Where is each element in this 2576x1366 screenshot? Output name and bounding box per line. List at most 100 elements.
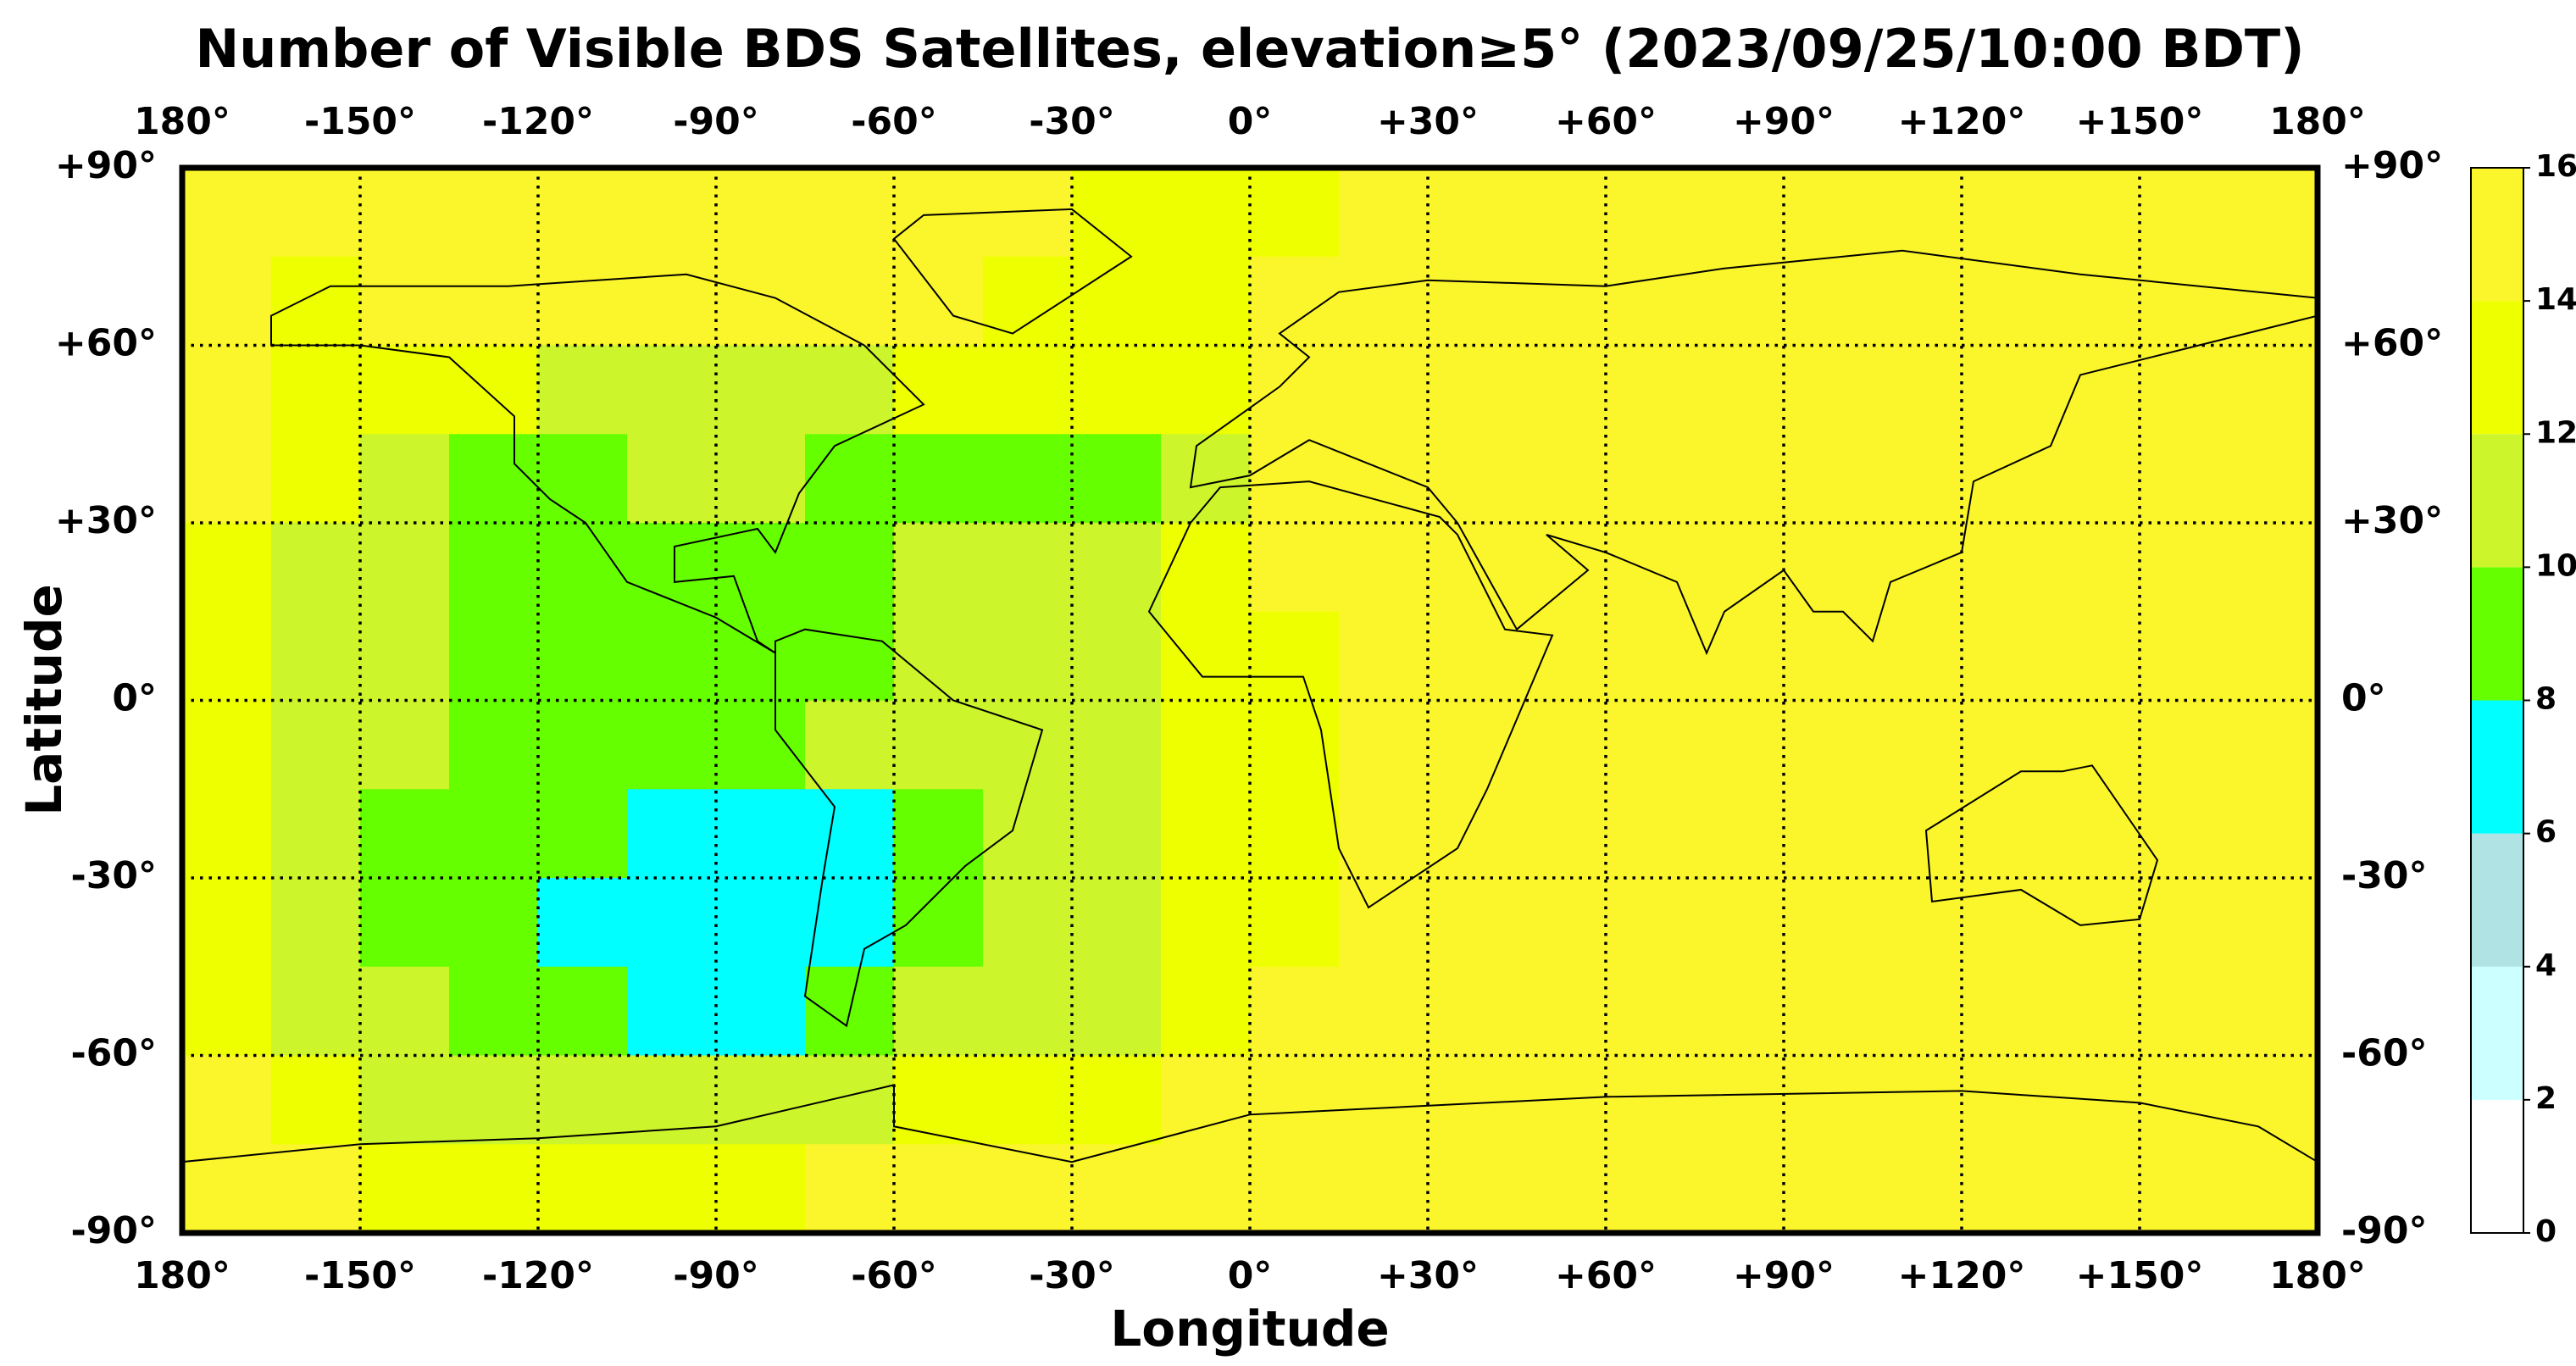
cell: [1072, 878, 1162, 968]
cell: [1517, 611, 1607, 702]
cell: [627, 611, 717, 702]
cell: [1161, 256, 1251, 347]
cell: [1962, 611, 2051, 702]
cell: [2229, 256, 2318, 347]
y-tick-label: -60°: [71, 1032, 158, 1075]
cell: [271, 700, 361, 791]
y-tick-label: -30°: [71, 854, 158, 897]
cell: [1428, 434, 1518, 524]
cell: [2140, 256, 2229, 347]
colorbar-segment: [2471, 833, 2523, 967]
cell: [538, 1144, 628, 1234]
colorbar-segment: [2471, 567, 2523, 701]
cell: [1784, 878, 1874, 968]
x-tick-label: -90°: [673, 100, 759, 143]
cell: [1606, 966, 1696, 1057]
cell: [182, 523, 272, 613]
cell: [1428, 168, 1518, 258]
cell: [1250, 523, 1340, 613]
cell: [182, 256, 272, 347]
cell: [1606, 523, 1696, 613]
cell: [2140, 611, 2229, 702]
cell: [805, 878, 895, 968]
cell: [360, 434, 450, 524]
cell: [449, 256, 539, 347]
cell: [2140, 789, 2229, 879]
cell: [2229, 966, 2318, 1057]
cell: [360, 256, 450, 347]
cell: [716, 1055, 806, 1146]
cell: [2229, 168, 2318, 258]
cell: [1428, 345, 1518, 436]
colorbar-tick-label: 0: [2535, 1214, 2557, 1249]
cell: [1161, 789, 1251, 879]
x-tick-label: +60°: [1555, 1254, 1657, 1297]
cell: [1606, 434, 1696, 524]
cell: [1250, 611, 1340, 702]
cell: [271, 523, 361, 613]
x-tick-label: +60°: [1555, 100, 1657, 143]
cell: [1962, 966, 2051, 1057]
cell: [627, 966, 717, 1057]
cell: [538, 1055, 628, 1146]
cell: [1339, 966, 1429, 1057]
y-tick-label: +60°: [55, 322, 157, 365]
cell: [1784, 1144, 1874, 1234]
colorbar-segment: [2471, 168, 2523, 302]
cell: [805, 1055, 895, 1146]
y-tick-label: +30°: [2341, 499, 2443, 542]
cell: [271, 878, 361, 968]
coastline: [775, 630, 1042, 1026]
coastline: [271, 275, 924, 653]
cell: [1161, 523, 1251, 613]
cell: [805, 434, 895, 524]
cell: [2051, 523, 2140, 613]
cell: [2229, 700, 2318, 791]
colorbar-tick-label: 14: [2535, 282, 2576, 317]
cell: [983, 789, 1073, 879]
cell: [805, 256, 895, 347]
cell: [360, 523, 450, 613]
cell: [182, 1055, 272, 1146]
cell: [538, 434, 628, 524]
coastlines: [182, 209, 2318, 1162]
cell: [1428, 611, 1518, 702]
x-tick-label: -150°: [304, 100, 416, 143]
cell: [1695, 966, 1785, 1057]
cell: [1873, 168, 1963, 258]
cell: [2229, 1144, 2318, 1234]
cell: [1072, 1055, 1162, 1146]
cell: [2229, 789, 2318, 879]
cell: [182, 966, 272, 1057]
cell: [1339, 434, 1429, 524]
cell: [271, 966, 361, 1057]
cell: [271, 789, 361, 879]
cell: [1072, 1144, 1162, 1234]
coastline: [894, 209, 1131, 334]
cell: [1428, 1144, 1518, 1234]
x-tick-label: +30°: [1377, 1254, 1479, 1297]
cell: [894, 1055, 984, 1146]
colorbar-tick-label: 12: [2535, 415, 2576, 450]
cell: [894, 434, 984, 524]
cell: [1428, 1055, 1518, 1146]
cell: [1161, 700, 1251, 791]
cell: [1339, 700, 1429, 791]
y-tick-label: -30°: [2341, 854, 2428, 897]
cell: [1428, 789, 1518, 879]
cell: [2051, 878, 2140, 968]
cell: [1873, 434, 1963, 524]
cell: [2229, 345, 2318, 436]
colorbar-tick-label: 16: [2535, 149, 2576, 184]
cell: [1873, 789, 1963, 879]
colorbar-segment: [2471, 301, 2523, 435]
cell: [449, 1144, 539, 1234]
cell: [1606, 1055, 1696, 1146]
cell: [1695, 1055, 1785, 1146]
cell: [182, 1144, 272, 1234]
cell: [449, 700, 539, 791]
x-tick-label: +90°: [1733, 1254, 1835, 1297]
cell: [1873, 523, 1963, 613]
cell: [271, 256, 361, 347]
